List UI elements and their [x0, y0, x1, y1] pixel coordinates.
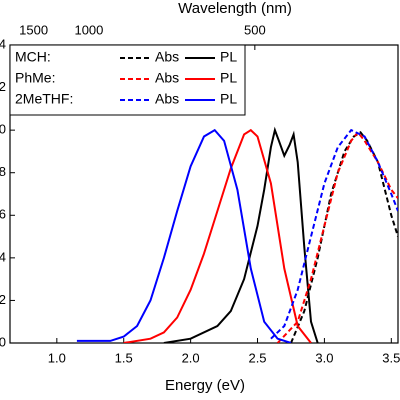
legend-label: Abs — [155, 91, 179, 107]
series-line — [290, 130, 398, 343]
y-tick-label: 1.4 — [0, 36, 6, 51]
legend-group: MCH: — [15, 49, 51, 65]
x2-axis-title: Wavelength (nm) — [178, 0, 292, 17]
series-line — [163, 126, 319, 343]
x-axis-title: Energy (eV) — [165, 377, 245, 394]
y-tick-label: 0.8 — [0, 164, 6, 179]
legend-label: Abs — [155, 49, 179, 65]
series-line — [276, 130, 398, 343]
legend-group: PhMe: — [15, 70, 55, 86]
series-line — [76, 128, 292, 343]
legend: MCH: Abs PL PhMe: Abs PL 2MeTHF: Abs PL — [9, 44, 246, 116]
y-tick-label: 1.0 — [0, 122, 6, 137]
plot-lines — [76, 126, 398, 343]
x2-tick-label: 500 — [244, 22, 266, 37]
series-line — [123, 128, 312, 343]
x2-tick-label: 1000 — [74, 22, 103, 37]
x2-tick-label: 1500 — [19, 22, 48, 37]
legend-label: Abs — [155, 70, 179, 86]
x-tick-label: 3.5 — [382, 350, 400, 365]
y-tick-label: 0.0 — [0, 334, 6, 349]
x-tick-label: 3.0 — [315, 350, 333, 365]
y-tick-label: 1.2 — [0, 79, 6, 94]
legend-label: PL — [220, 70, 237, 86]
x-tick-label: 1.0 — [48, 350, 66, 365]
y-tick-label: 0.4 — [0, 249, 6, 264]
legend-group: 2MeTHF: — [15, 91, 73, 107]
x-tick-label: 1.5 — [115, 350, 133, 365]
legend-label: PL — [220, 91, 237, 107]
legend-label: PL — [220, 49, 237, 65]
y-tick-label: 0.2 — [0, 292, 6, 307]
series-line — [270, 128, 398, 340]
x-tick-label: 2.5 — [248, 350, 266, 365]
x-tick-label: 2.0 — [182, 350, 200, 365]
y-tick-label: 0.6 — [0, 207, 6, 222]
